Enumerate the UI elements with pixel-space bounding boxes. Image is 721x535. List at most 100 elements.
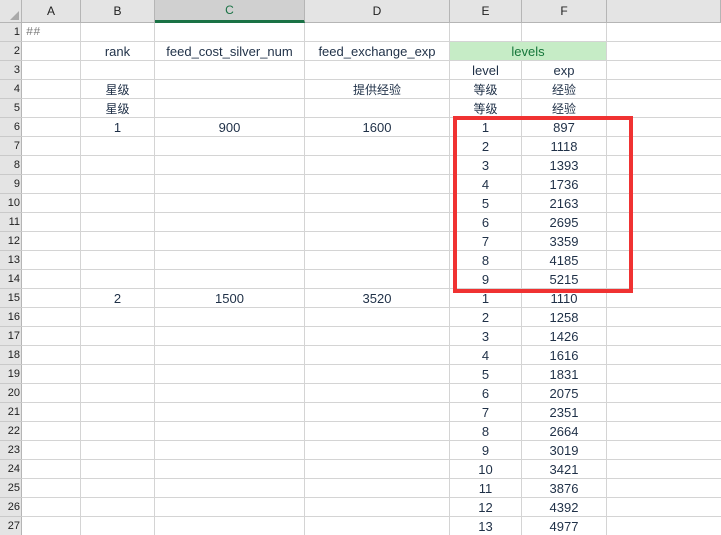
cell-f17[interactable]: 1426 bbox=[522, 327, 607, 345]
cell-d1[interactable] bbox=[305, 23, 450, 41]
cell-a19[interactable] bbox=[22, 365, 81, 383]
table-row[interactable]: 9 5215 bbox=[22, 270, 721, 289]
cell-b9[interactable] bbox=[81, 175, 155, 193]
cell-a5[interactable] bbox=[22, 99, 81, 117]
row-header-6[interactable]: 6 bbox=[0, 118, 22, 137]
column-header-d[interactable]: D bbox=[305, 0, 450, 22]
cell-e24[interactable]: 10 bbox=[450, 460, 522, 478]
cell-f27[interactable]: 4977 bbox=[522, 517, 607, 535]
merged-cell-levels-header[interactable]: levels bbox=[450, 42, 607, 60]
cell-f20[interactable]: 2075 bbox=[522, 384, 607, 402]
cell-b11[interactable] bbox=[81, 213, 155, 231]
cell-d4[interactable]: 提供经验 bbox=[305, 80, 450, 98]
table-row[interactable]: 11 3876 bbox=[22, 479, 721, 498]
cell-a3[interactable] bbox=[22, 61, 81, 79]
cell-f13[interactable]: 4185 bbox=[522, 251, 607, 269]
cell-b5[interactable]: 星级 bbox=[81, 99, 155, 117]
cell-a26[interactable] bbox=[22, 498, 81, 516]
cell-f14[interactable]: 5215 bbox=[522, 270, 607, 288]
table-row[interactable]: 10 3421 bbox=[22, 460, 721, 479]
cell-b19[interactable] bbox=[81, 365, 155, 383]
cell-b16[interactable] bbox=[81, 308, 155, 326]
cell-b24[interactable] bbox=[81, 460, 155, 478]
cell-b4[interactable]: 星级 bbox=[81, 80, 155, 98]
table-row[interactable]: 星级 等级 经验 bbox=[22, 99, 721, 118]
cell-g9[interactable] bbox=[607, 175, 721, 193]
cell-d21[interactable] bbox=[305, 403, 450, 421]
cell-f23[interactable]: 3019 bbox=[522, 441, 607, 459]
cell-a10[interactable] bbox=[22, 194, 81, 212]
cell-g19[interactable] bbox=[607, 365, 721, 383]
cell-d14[interactable] bbox=[305, 270, 450, 288]
cell-e16[interactable]: 2 bbox=[450, 308, 522, 326]
cell-d15[interactable]: 3520 bbox=[305, 289, 450, 307]
cell-f15[interactable]: 1110 bbox=[522, 289, 607, 307]
column-header-g[interactable] bbox=[607, 0, 721, 22]
cell-d3[interactable] bbox=[305, 61, 450, 79]
cell-b25[interactable] bbox=[81, 479, 155, 497]
cell-c14[interactable] bbox=[155, 270, 305, 288]
table-row[interactable]: 2 1500 3520 1 1110 bbox=[22, 289, 721, 308]
cell-b27[interactable] bbox=[81, 517, 155, 535]
cell-a20[interactable] bbox=[22, 384, 81, 402]
cell-b15[interactable]: 2 bbox=[81, 289, 155, 307]
cell-f10[interactable]: 2163 bbox=[522, 194, 607, 212]
cell-d20[interactable] bbox=[305, 384, 450, 402]
cell-e25[interactable]: 11 bbox=[450, 479, 522, 497]
cell-b12[interactable] bbox=[81, 232, 155, 250]
cell-g16[interactable] bbox=[607, 308, 721, 326]
cell-a25[interactable] bbox=[22, 479, 81, 497]
cell-g26[interactable] bbox=[607, 498, 721, 516]
cell-e4[interactable]: 等级 bbox=[450, 80, 522, 98]
row-header-14[interactable]: 14 bbox=[0, 270, 22, 289]
cell-c9[interactable] bbox=[155, 175, 305, 193]
cell-g22[interactable] bbox=[607, 422, 721, 440]
cell-f5[interactable]: 经验 bbox=[522, 99, 607, 117]
cell-d2[interactable]: feed_exchange_exp bbox=[305, 42, 450, 60]
cell-e11[interactable]: 6 bbox=[450, 213, 522, 231]
row-header-26[interactable]: 26 bbox=[0, 498, 22, 517]
column-header-c[interactable]: C bbox=[155, 0, 305, 23]
cell-d16[interactable] bbox=[305, 308, 450, 326]
cell-g2[interactable] bbox=[607, 42, 721, 60]
cell-f6[interactable]: 897 bbox=[522, 118, 607, 136]
cell-c21[interactable] bbox=[155, 403, 305, 421]
cell-e22[interactable]: 8 bbox=[450, 422, 522, 440]
table-row[interactable]: 9 3019 bbox=[22, 441, 721, 460]
cell-d17[interactable] bbox=[305, 327, 450, 345]
table-row[interactable]: 4 1736 bbox=[22, 175, 721, 194]
cell-b6[interactable]: 1 bbox=[81, 118, 155, 136]
cell-c23[interactable] bbox=[155, 441, 305, 459]
cell-e19[interactable]: 5 bbox=[450, 365, 522, 383]
cell-d24[interactable] bbox=[305, 460, 450, 478]
table-row[interactable]: 12 4392 bbox=[22, 498, 721, 517]
cell-g18[interactable] bbox=[607, 346, 721, 364]
row-header-8[interactable]: 8 bbox=[0, 156, 22, 175]
cell-d27[interactable] bbox=[305, 517, 450, 535]
table-row[interactable]: 7 2351 bbox=[22, 403, 721, 422]
row-header-9[interactable]: 9 bbox=[0, 175, 22, 194]
cell-e27[interactable]: 13 bbox=[450, 517, 522, 535]
cell-b14[interactable] bbox=[81, 270, 155, 288]
row-header-11[interactable]: 11 bbox=[0, 213, 22, 232]
cell-c27[interactable] bbox=[155, 517, 305, 535]
cell-d8[interactable] bbox=[305, 156, 450, 174]
table-row[interactable]: ## bbox=[22, 23, 721, 42]
table-row[interactable]: 1 900 1600 1 897 bbox=[22, 118, 721, 137]
cell-g7[interactable] bbox=[607, 137, 721, 155]
cell-a22[interactable] bbox=[22, 422, 81, 440]
cell-d9[interactable] bbox=[305, 175, 450, 193]
cell-c10[interactable] bbox=[155, 194, 305, 212]
cell-d11[interactable] bbox=[305, 213, 450, 231]
table-row[interactable]: 2 1258 bbox=[22, 308, 721, 327]
cell-d5[interactable] bbox=[305, 99, 450, 117]
table-row[interactable]: level exp bbox=[22, 61, 721, 80]
cell-f7[interactable]: 1118 bbox=[522, 137, 607, 155]
cell-e23[interactable]: 9 bbox=[450, 441, 522, 459]
table-row[interactable]: 8 4185 bbox=[22, 251, 721, 270]
cell-g4[interactable] bbox=[607, 80, 721, 98]
cell-e20[interactable]: 6 bbox=[450, 384, 522, 402]
cell-f19[interactable]: 1831 bbox=[522, 365, 607, 383]
row-header-25[interactable]: 25 bbox=[0, 479, 22, 498]
cell-d13[interactable] bbox=[305, 251, 450, 269]
